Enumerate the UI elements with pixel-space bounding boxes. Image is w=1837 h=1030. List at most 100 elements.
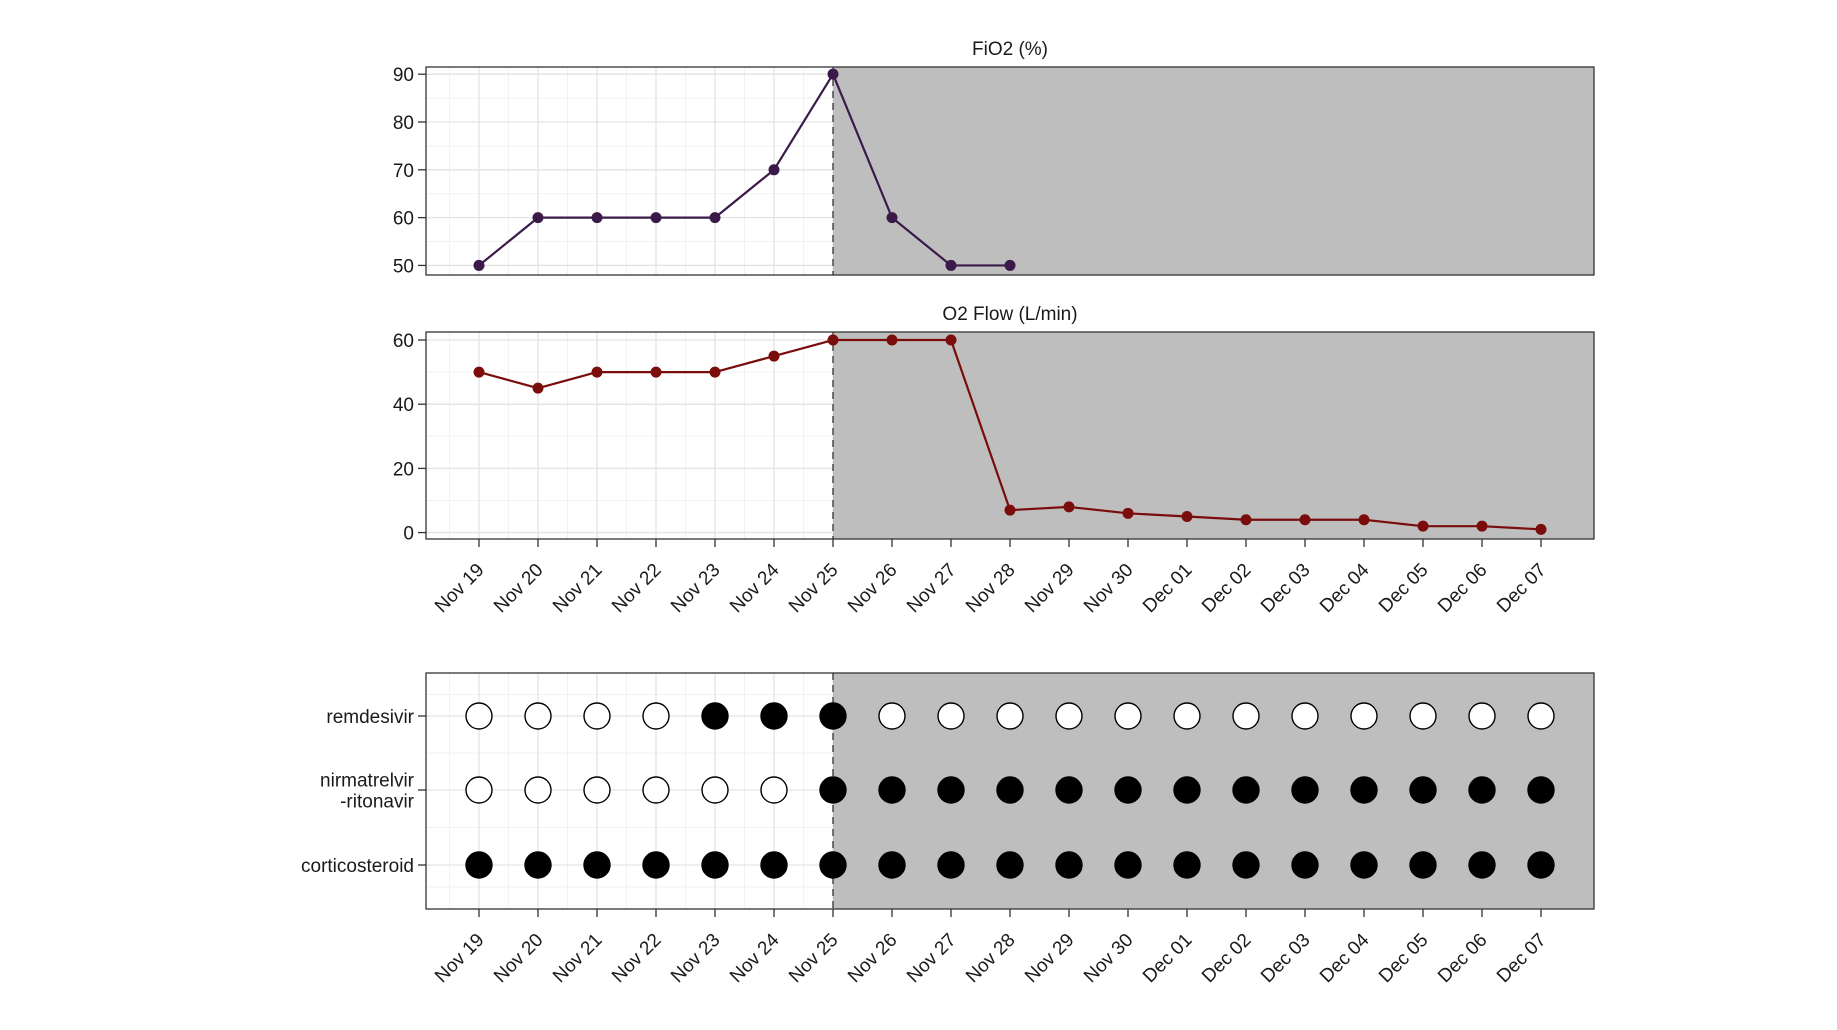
medication-marker-remdesivir (1055, 702, 1083, 730)
o2flow-x-tick-label: Dec 05 (1375, 560, 1432, 617)
o2flow-data-point (591, 366, 603, 378)
medication-x-tick-label: Nov 27 (903, 930, 960, 987)
medication-marker-nirmatrelvir-ritonavir (1232, 776, 1260, 804)
o2flow-x-tick-label: Nov 25 (785, 560, 842, 617)
o2flow-x-tick-label: Nov 28 (962, 560, 1019, 617)
medication-marker-corticosteroid (583, 851, 611, 879)
o2flow-x-tick-label: Nov 21 (549, 560, 606, 617)
medication-marker-remdesivir (701, 702, 729, 730)
medication-marker-corticosteroid (1232, 851, 1260, 879)
o2flow-data-point (827, 334, 839, 346)
medication-x-tick-label: Nov 19 (431, 930, 488, 987)
o2flow-data-point (1004, 504, 1016, 516)
medication-marker-corticosteroid (1291, 851, 1319, 879)
medication-x-axis: Nov 19 Nov 20 Nov 21 Nov 22 Nov 23 Nov 24 Nov … (431, 909, 1551, 987)
medication-marker-remdesivir (996, 702, 1024, 730)
o2flow-data-point (945, 334, 957, 346)
o2flow-x-tick-label: Dec 04 (1316, 559, 1374, 617)
fio2-shaded-region (833, 67, 1594, 275)
o2flow-data-point (1122, 507, 1134, 519)
o2flow-x-tick-label: Nov 22 (608, 560, 665, 617)
medication-marker-nirmatrelvir-ritonavir (465, 776, 493, 804)
medication-x-tick-label: Dec 06 (1434, 930, 1491, 987)
o2flow-data-point (532, 382, 544, 394)
medication-marker-corticosteroid (1527, 851, 1555, 879)
medication-marker-remdesivir (583, 702, 611, 730)
o2flow-x-tick-label: Dec 03 (1257, 560, 1314, 617)
o2flow-x-tick-label: Nov 23 (667, 560, 724, 617)
o2flow-x-tick-label: Dec 02 (1198, 560, 1255, 617)
fio2-data-point (591, 212, 603, 224)
fio2-data-point (827, 68, 839, 80)
o2flow-x-tick-label: Nov 30 (1080, 560, 1137, 617)
medication-marker-nirmatrelvir-ritonavir (701, 776, 729, 804)
fio2-panel-border (425, 66, 1595, 276)
o2flow-y-tick-label: 0 (403, 524, 414, 545)
medication-x-tick-label: Nov 22 (608, 930, 665, 987)
medication-marker-remdesivir (1409, 702, 1437, 730)
medication-marker-remdesivir (524, 702, 552, 730)
medication-marker-remdesivir (1468, 702, 1496, 730)
medication-marker-corticosteroid (642, 851, 670, 879)
medication-x-tick-label: Dec 07 (1493, 930, 1550, 987)
fio2-y-tick-label: 80 (393, 113, 414, 134)
fio2-data-point (709, 212, 721, 224)
medication-x-tick-label: Nov 20 (490, 930, 547, 987)
fio2-y-tick-label: 50 (393, 256, 414, 277)
medication-marker-remdesivir (819, 702, 847, 730)
o2flow-x-tick-label: Nov 27 (903, 560, 960, 617)
medication-marker-remdesivir (1291, 702, 1319, 730)
fio2-data-point (473, 259, 485, 271)
medication-marker-corticosteroid (1468, 851, 1496, 879)
medication-marker-nirmatrelvir-ritonavir (524, 776, 552, 804)
medication-marker-nirmatrelvir-ritonavir (819, 776, 847, 804)
fio2-panel-title: FiO2 (%) (972, 39, 1048, 60)
medication-label-corticosteroid: corticosteroid (301, 856, 414, 877)
medication-marker-remdesivir (760, 702, 788, 730)
medication-marker-corticosteroid (1350, 851, 1378, 879)
medication-x-tick-label: Dec 03 (1257, 930, 1314, 987)
medication-label-nirmatrelvir-ritonavir: -ritonavir (340, 792, 415, 813)
o2flow-data-point (768, 350, 780, 362)
medication-x-tick-label: Nov 30 (1080, 930, 1137, 987)
medication-x-tick-label: Nov 26 (844, 930, 901, 987)
medication-marker-corticosteroid (760, 851, 788, 879)
fio2-y-tick-label: 90 (393, 65, 414, 86)
medication-label-remdesivir: remdesivir (326, 707, 414, 728)
o2flow-x-tick-label: Nov 26 (844, 560, 901, 617)
o2flow-x-tick-label: Dec 07 (1493, 560, 1550, 617)
o2flow-y-tick-label: 60 (393, 331, 414, 352)
medication-marker-corticosteroid (937, 851, 965, 879)
medication-x-tick-label: Nov 28 (962, 930, 1019, 987)
medication-x-tick-label: Nov 23 (667, 930, 724, 987)
o2flow-x-tick-label: Dec 01 (1139, 560, 1196, 617)
o2flow-data-point (1417, 520, 1429, 532)
o2flow-x-tick-label: Nov 20 (490, 560, 547, 617)
o2flow-x-tick-label: Dec 06 (1434, 560, 1491, 617)
medication-marker-corticosteroid (1055, 851, 1083, 879)
medication-x-tick-label: Dec 02 (1198, 930, 1255, 987)
medication-marker-nirmatrelvir-ritonavir (1291, 776, 1319, 804)
fio2-y-tick-label: 70 (393, 161, 414, 182)
o2flow-data-point (473, 366, 485, 378)
o2flow-data-point (1358, 514, 1370, 526)
medication-x-tick-label: Dec 05 (1375, 930, 1432, 987)
medication-marker-remdesivir (1114, 702, 1142, 730)
medication-marker-nirmatrelvir-ritonavir (996, 776, 1024, 804)
medication-label-nirmatrelvir-ritonavir: nirmatrelvir (320, 771, 415, 792)
fio2-data-point (650, 212, 662, 224)
fio2-data-point (886, 212, 898, 224)
o2flow-data-point (1240, 514, 1252, 526)
medication-x-tick-label: Nov 29 (1021, 930, 1078, 987)
medication-x-tick-label: Nov 21 (549, 930, 606, 987)
fio2-panel (425, 66, 1595, 276)
medication-marker-corticosteroid (1409, 851, 1437, 879)
o2flow-shaded-region (833, 332, 1594, 539)
medication-x-tick-label: Nov 24 (726, 929, 784, 987)
medication-marker-remdesivir (465, 702, 493, 730)
medication-marker-corticosteroid (1114, 851, 1142, 879)
fio2-data-point (1004, 259, 1016, 271)
medication-marker-nirmatrelvir-ritonavir (1468, 776, 1496, 804)
fio2-series-line (478, 73, 1010, 267)
